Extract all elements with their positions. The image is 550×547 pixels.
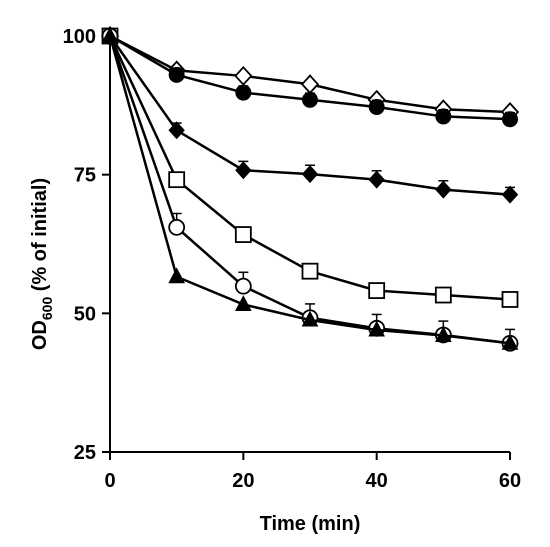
series-open-square xyxy=(101,27,519,308)
series-filled-diamond xyxy=(101,27,519,204)
series-filled-triangle xyxy=(101,26,519,350)
series-group xyxy=(100,26,520,352)
filled-circle-marker xyxy=(368,98,385,115)
y-tick-label: 75 xyxy=(74,165,96,187)
filled-diamond-marker xyxy=(368,170,385,189)
open-square-marker xyxy=(168,171,186,189)
filled-diamond-marker xyxy=(435,180,452,199)
open-square-marker xyxy=(301,262,319,280)
filled-circle-marker xyxy=(168,66,185,83)
filled-circle-marker xyxy=(435,108,452,125)
y-axis-title-suffix: (% of initial) xyxy=(29,178,51,297)
filled-triangle-marker xyxy=(435,326,452,343)
filled-circle-marker xyxy=(235,84,252,101)
filled-triangle-marker xyxy=(301,310,319,327)
filled-diamond-marker xyxy=(168,121,185,140)
y-axis-title-subscript: 600 xyxy=(39,297,55,321)
y-axis-title: OD600 (% of initial) xyxy=(29,178,55,350)
filled-triangle-marker xyxy=(501,333,519,350)
filled-diamond-marker xyxy=(501,185,519,204)
filled-diamond-marker xyxy=(301,165,319,184)
x-tick-label: 0 xyxy=(104,470,115,492)
filled-triangle-marker xyxy=(168,267,185,284)
filled-circle-marker xyxy=(302,91,318,108)
filled-triangle-marker xyxy=(101,26,119,43)
y-axis-title-prefix: OD xyxy=(29,320,51,350)
open-square-marker xyxy=(368,282,386,299)
filled-triangle-marker xyxy=(235,295,252,311)
open-diamond-marker xyxy=(234,65,253,86)
x-axis-title: Time (min) xyxy=(260,513,361,535)
x-tick-label: 40 xyxy=(366,470,388,492)
y-tick-label: 100 xyxy=(63,26,96,48)
open-square-marker xyxy=(234,226,252,243)
x-tick-label: 20 xyxy=(232,470,254,492)
open-circle-marker xyxy=(234,277,252,295)
y-tick-label: 25 xyxy=(74,442,96,464)
open-diamond-marker xyxy=(300,74,320,95)
x-tick-label: 60 xyxy=(499,470,521,492)
filled-circle-marker xyxy=(502,111,518,128)
y-tick-label: 50 xyxy=(74,303,96,325)
axis-ticks: 0 20 40 60 25 50 75 100 xyxy=(63,26,522,492)
open-square-marker xyxy=(434,286,452,304)
filled-triangle-marker xyxy=(368,320,385,337)
open-square-marker xyxy=(501,291,519,308)
open-circle-marker xyxy=(168,218,186,236)
chart-axes xyxy=(109,36,510,453)
filled-diamond-marker xyxy=(235,161,252,180)
